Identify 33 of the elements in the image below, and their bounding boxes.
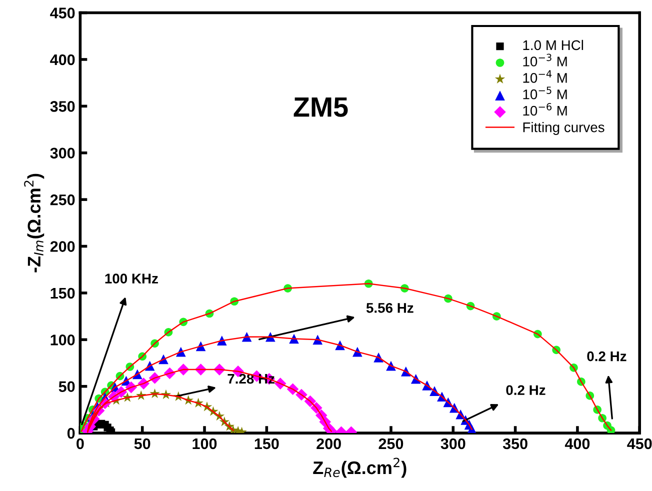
annotation: 0.2 Hz [506, 385, 546, 396]
y-tick-label: 350 [50, 101, 75, 112]
legend-label: 10$^{−6}$ M [523, 103, 567, 116]
legend-label: 10$^{−3}$ M [523, 54, 567, 66]
y-tick-label: 50 [58, 381, 75, 392]
annotation: ZM5 [294, 98, 348, 117]
y-tick-label: 300 [50, 148, 75, 159]
annotation: 0.2 Hz [587, 351, 626, 362]
y-tick-label: 200 [50, 241, 75, 252]
x-tick-label: 200 [316, 438, 341, 450]
y-axis-title: -Z$_{Im}$(Ω.cm$^{2}$) [24, 174, 44, 272]
x-tick-label: 350 [502, 438, 528, 450]
annotation: 100 KHz [105, 274, 158, 284]
x-tick-label: 400 [564, 438, 590, 450]
legend-label: Fitting curves [523, 122, 604, 135]
y-tick-label: 450 [50, 8, 75, 18]
y-tick-label: 150 [50, 288, 75, 299]
legend-label: 10$^{−5}$ M [523, 86, 567, 100]
x-tick-label: 300 [440, 438, 466, 450]
y-tick-label: 250 [50, 194, 75, 206]
y-tick-label: 0 [67, 428, 75, 439]
x-tick-label: 100 [192, 438, 217, 450]
x-tick-label: 250 [378, 438, 404, 450]
legend-label: 1.0 M HCl [523, 40, 584, 50]
x-tick-label: 0 [76, 438, 84, 450]
y-tick-label: 100 [50, 334, 75, 346]
x-tick-label: 450 [627, 438, 652, 450]
legend-label: 10$^{−4}$ M [523, 70, 567, 83]
annotation: 5.56 Hz [366, 303, 414, 313]
y-tick-label: 400 [50, 54, 75, 66]
x-tick-label: 150 [254, 438, 279, 450]
x-tick-label: 50 [134, 438, 150, 450]
x-axis-title: Z$_{Re}$(Ω.cm$^{2}$) [313, 458, 406, 478]
